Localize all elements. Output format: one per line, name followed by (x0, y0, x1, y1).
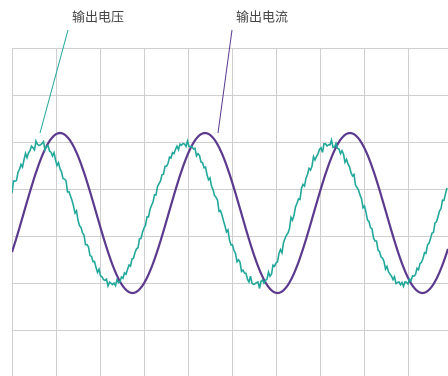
grid (12, 48, 448, 376)
waves (12, 131, 448, 295)
voltage-leader (39, 29, 69, 134)
voltage-label: 输出电压 (72, 10, 124, 26)
current-wave (12, 131, 448, 295)
voltage-wave (12, 136, 448, 289)
current-label: 输出电流 (236, 10, 288, 26)
current-leader (217, 29, 233, 134)
